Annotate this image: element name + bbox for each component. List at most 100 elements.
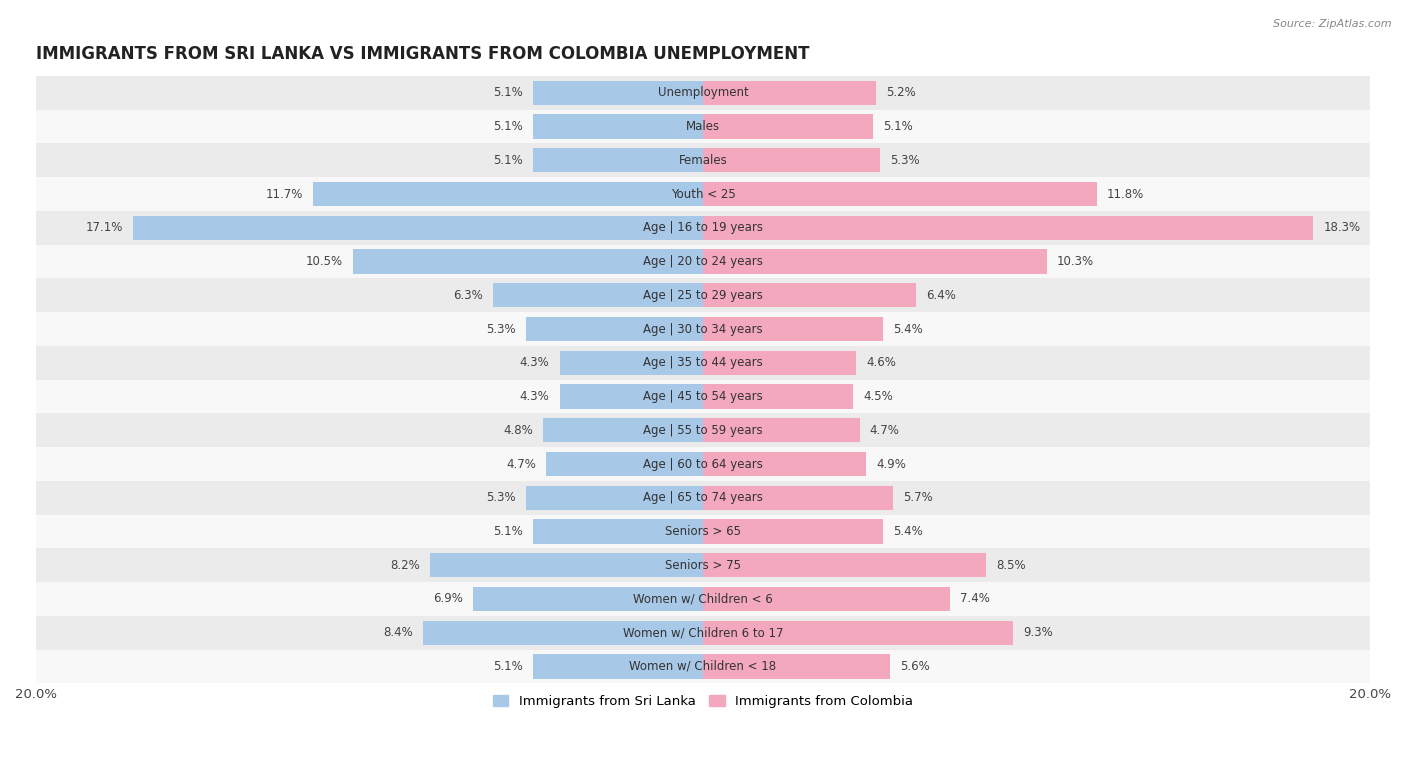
Bar	[703, 654, 890, 678]
Bar	[703, 249, 1046, 274]
Text: Age | 60 to 64 years: Age | 60 to 64 years	[643, 457, 763, 471]
Bar	[472, 587, 703, 611]
Bar	[37, 245, 1369, 279]
Bar	[429, 553, 703, 578]
Text: 8.5%: 8.5%	[997, 559, 1026, 572]
Bar	[533, 81, 703, 105]
Text: 18.3%: 18.3%	[1323, 221, 1361, 235]
Text: IMMIGRANTS FROM SRI LANKA VS IMMIGRANTS FROM COLOMBIA UNEMPLOYMENT: IMMIGRANTS FROM SRI LANKA VS IMMIGRANTS …	[37, 45, 810, 64]
Bar	[703, 114, 873, 139]
Bar	[547, 452, 703, 476]
Text: Age | 35 to 44 years: Age | 35 to 44 years	[643, 357, 763, 369]
Bar	[533, 654, 703, 678]
Bar	[37, 515, 1369, 548]
Text: 5.1%: 5.1%	[494, 660, 523, 673]
Text: Women w/ Children < 18: Women w/ Children < 18	[630, 660, 776, 673]
Text: Age | 25 to 29 years: Age | 25 to 29 years	[643, 288, 763, 302]
Bar	[37, 76, 1369, 110]
Bar	[132, 216, 703, 240]
Bar	[526, 317, 703, 341]
Bar	[543, 418, 703, 442]
Text: 11.8%: 11.8%	[1107, 188, 1144, 201]
Text: 5.1%: 5.1%	[494, 120, 523, 133]
Bar	[703, 216, 1313, 240]
Text: 5.7%: 5.7%	[903, 491, 932, 504]
Text: 5.3%: 5.3%	[890, 154, 920, 167]
Bar	[703, 148, 880, 173]
Bar	[37, 177, 1369, 211]
Text: Seniors > 65: Seniors > 65	[665, 525, 741, 538]
Text: Women w/ Children < 6: Women w/ Children < 6	[633, 593, 773, 606]
Text: 4.7%: 4.7%	[506, 457, 536, 471]
Bar	[37, 548, 1369, 582]
Bar	[37, 346, 1369, 380]
Bar	[703, 283, 917, 307]
Text: 5.1%: 5.1%	[883, 120, 912, 133]
Bar	[37, 447, 1369, 481]
Bar	[703, 418, 859, 442]
Text: 6.4%: 6.4%	[927, 288, 956, 302]
Text: Age | 30 to 34 years: Age | 30 to 34 years	[643, 322, 763, 335]
Bar	[312, 182, 703, 206]
Text: 4.7%: 4.7%	[870, 424, 900, 437]
Bar	[533, 114, 703, 139]
Text: Age | 55 to 59 years: Age | 55 to 59 years	[643, 424, 763, 437]
Text: 6.9%: 6.9%	[433, 593, 463, 606]
Bar	[560, 385, 703, 409]
Bar	[703, 317, 883, 341]
Bar	[37, 279, 1369, 312]
Bar	[703, 81, 876, 105]
Text: Age | 16 to 19 years: Age | 16 to 19 years	[643, 221, 763, 235]
Text: 4.3%: 4.3%	[520, 390, 550, 403]
Bar	[533, 148, 703, 173]
Bar	[353, 249, 703, 274]
Bar	[703, 485, 893, 510]
Text: 7.4%: 7.4%	[960, 593, 990, 606]
Text: 5.3%: 5.3%	[486, 322, 516, 335]
Text: 5.1%: 5.1%	[494, 154, 523, 167]
Text: Age | 45 to 54 years: Age | 45 to 54 years	[643, 390, 763, 403]
Bar	[703, 621, 1014, 645]
Text: 5.4%: 5.4%	[893, 322, 922, 335]
Text: Males: Males	[686, 120, 720, 133]
Text: 4.9%: 4.9%	[876, 457, 907, 471]
Text: Females: Females	[679, 154, 727, 167]
Text: 6.3%: 6.3%	[453, 288, 482, 302]
Text: Source: ZipAtlas.com: Source: ZipAtlas.com	[1274, 19, 1392, 29]
Bar	[533, 519, 703, 544]
Text: 5.3%: 5.3%	[486, 491, 516, 504]
Bar	[526, 485, 703, 510]
Bar	[37, 211, 1369, 245]
Bar	[703, 385, 853, 409]
Bar	[37, 481, 1369, 515]
Text: 9.3%: 9.3%	[1024, 626, 1053, 639]
Bar	[703, 553, 987, 578]
Text: 5.6%: 5.6%	[900, 660, 929, 673]
Legend: Immigrants from Sri Lanka, Immigrants from Colombia: Immigrants from Sri Lanka, Immigrants fr…	[488, 690, 918, 713]
Text: 4.8%: 4.8%	[503, 424, 533, 437]
Text: 11.7%: 11.7%	[266, 188, 302, 201]
Text: Youth < 25: Youth < 25	[671, 188, 735, 201]
Bar	[494, 283, 703, 307]
Bar	[37, 143, 1369, 177]
Text: 17.1%: 17.1%	[86, 221, 122, 235]
Text: 10.5%: 10.5%	[305, 255, 343, 268]
Bar	[37, 380, 1369, 413]
Bar	[37, 582, 1369, 616]
Bar	[37, 616, 1369, 650]
Text: Age | 65 to 74 years: Age | 65 to 74 years	[643, 491, 763, 504]
Text: 10.3%: 10.3%	[1056, 255, 1094, 268]
Bar	[703, 182, 1097, 206]
Text: 8.2%: 8.2%	[389, 559, 419, 572]
Text: 5.1%: 5.1%	[494, 525, 523, 538]
Text: 5.2%: 5.2%	[886, 86, 917, 99]
Text: 8.4%: 8.4%	[382, 626, 413, 639]
Bar	[423, 621, 703, 645]
Text: 4.6%: 4.6%	[866, 357, 896, 369]
Bar	[37, 110, 1369, 143]
Bar	[703, 350, 856, 375]
Text: 4.3%: 4.3%	[520, 357, 550, 369]
Text: Seniors > 75: Seniors > 75	[665, 559, 741, 572]
Bar	[37, 650, 1369, 684]
Bar	[37, 312, 1369, 346]
